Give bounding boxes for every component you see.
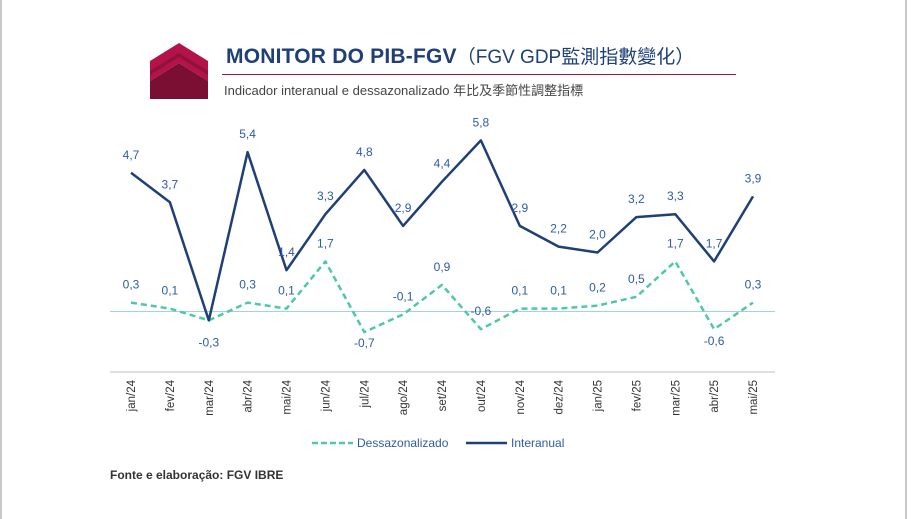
frame-border-right (905, 0, 907, 519)
title-rule (222, 74, 736, 75)
data-label-interanual: 2,9 (511, 201, 528, 215)
x-tick-label: abr/25 (709, 380, 721, 413)
x-tick-label: jan/24 (126, 379, 138, 412)
data-label-interanual: 3,9 (745, 171, 762, 185)
legend-interanual-label: Interanual (511, 436, 564, 450)
x-tick-label: fev/24 (165, 379, 177, 411)
page-title: MONITOR DO PIB-FGV（FGV GDP監測指數變化） (226, 42, 694, 69)
data-label-dessazonalizado: 1,7 (667, 236, 684, 250)
x-tick-label: fev/25 (631, 380, 643, 411)
data-label-dessazonalizado: 0,2 (589, 281, 606, 295)
source-note: Fonte e elaboração: FGV IBRE (110, 468, 284, 482)
data-label-interanual: 1,4 (278, 245, 295, 259)
x-tick-label: out/24 (476, 379, 488, 412)
x-tick-label: mar/25 (670, 380, 682, 416)
data-label-interanual: 2,2 (550, 222, 567, 236)
data-label-interanual: 3,2 (628, 192, 645, 206)
data-label-dessazonalizado: 0,9 (434, 260, 451, 274)
data-label-dessazonalizado: 0,3 (745, 278, 762, 292)
page-subtitle: Indicador interanual e dessazonalizado 年… (224, 83, 584, 98)
x-tick-label: set/24 (437, 379, 449, 411)
data-label-interanual: 1,7 (706, 236, 723, 250)
data-label-interanual: 5,4 (239, 127, 256, 141)
data-label-dessazonalizado: 0,3 (123, 278, 140, 292)
series-line-dessazonalizado (130, 260, 754, 334)
x-tick-label: mai/25 (748, 380, 760, 415)
data-label-interanual: 3,3 (667, 189, 684, 203)
x-tick-label: jan/25 (593, 380, 605, 412)
data-label-dessazonalizado: 0,1 (278, 284, 295, 298)
data-label-dessazonalizado: -0,3 (198, 335, 219, 349)
frame-border-left (0, 0, 2, 519)
chart-legend: Dessazonalizado Interanual (312, 436, 564, 450)
data-label-interanual: 4,8 (356, 145, 373, 159)
legend-dessazonalizado-label: Dessazonalizado (357, 436, 449, 450)
x-tick-label: abr/24 (243, 379, 255, 412)
title-main: MONITOR DO PIB-FGV (226, 45, 457, 68)
data-label-interanual: 2,9 (395, 201, 412, 215)
data-label-dessazonalizado: 0,1 (550, 284, 567, 298)
x-tick-label: mar/24 (204, 379, 216, 415)
series-line-interanual (130, 139, 755, 322)
data-label-dessazonalizado: -0,6 (704, 334, 725, 348)
data-label-dessazonalizado: -0,1 (393, 289, 414, 303)
x-tick-label: nov/24 (515, 379, 527, 414)
fgv-logo-icon (150, 43, 208, 99)
data-label-interanual: 5,8 (473, 115, 490, 129)
data-label-interanual: 3,3 (317, 189, 334, 203)
x-tick-label: ago/24 (398, 379, 410, 415)
data-label-interanual: 4,7 (123, 148, 140, 162)
data-label-dessazonalizado: 0,3 (239, 278, 256, 292)
x-tick-label: mai/24 (282, 379, 294, 414)
title-suffix: （FGV GDP監測指數變化） (456, 47, 695, 68)
data-label-interanual: 2,0 (589, 228, 606, 242)
data-label-interanual: 4,4 (434, 157, 451, 171)
x-tick-label: jul/24 (359, 379, 371, 408)
data-label-interanual: 3,7 (162, 177, 179, 191)
x-tick-label: jun/24 (320, 379, 332, 412)
data-label-dessazonalizado: -0,6 (471, 304, 492, 318)
data-label-dessazonalizado: 0,5 (628, 272, 645, 286)
data-label-dessazonalizado: 0,1 (162, 284, 179, 298)
data-label-dessazonalizado: 0,1 (511, 284, 528, 298)
data-label-dessazonalizado: 1,7 (317, 236, 334, 250)
data-label-dessazonalizado: -0,7 (354, 336, 375, 350)
x-tick-label: dez/24 (554, 379, 566, 414)
